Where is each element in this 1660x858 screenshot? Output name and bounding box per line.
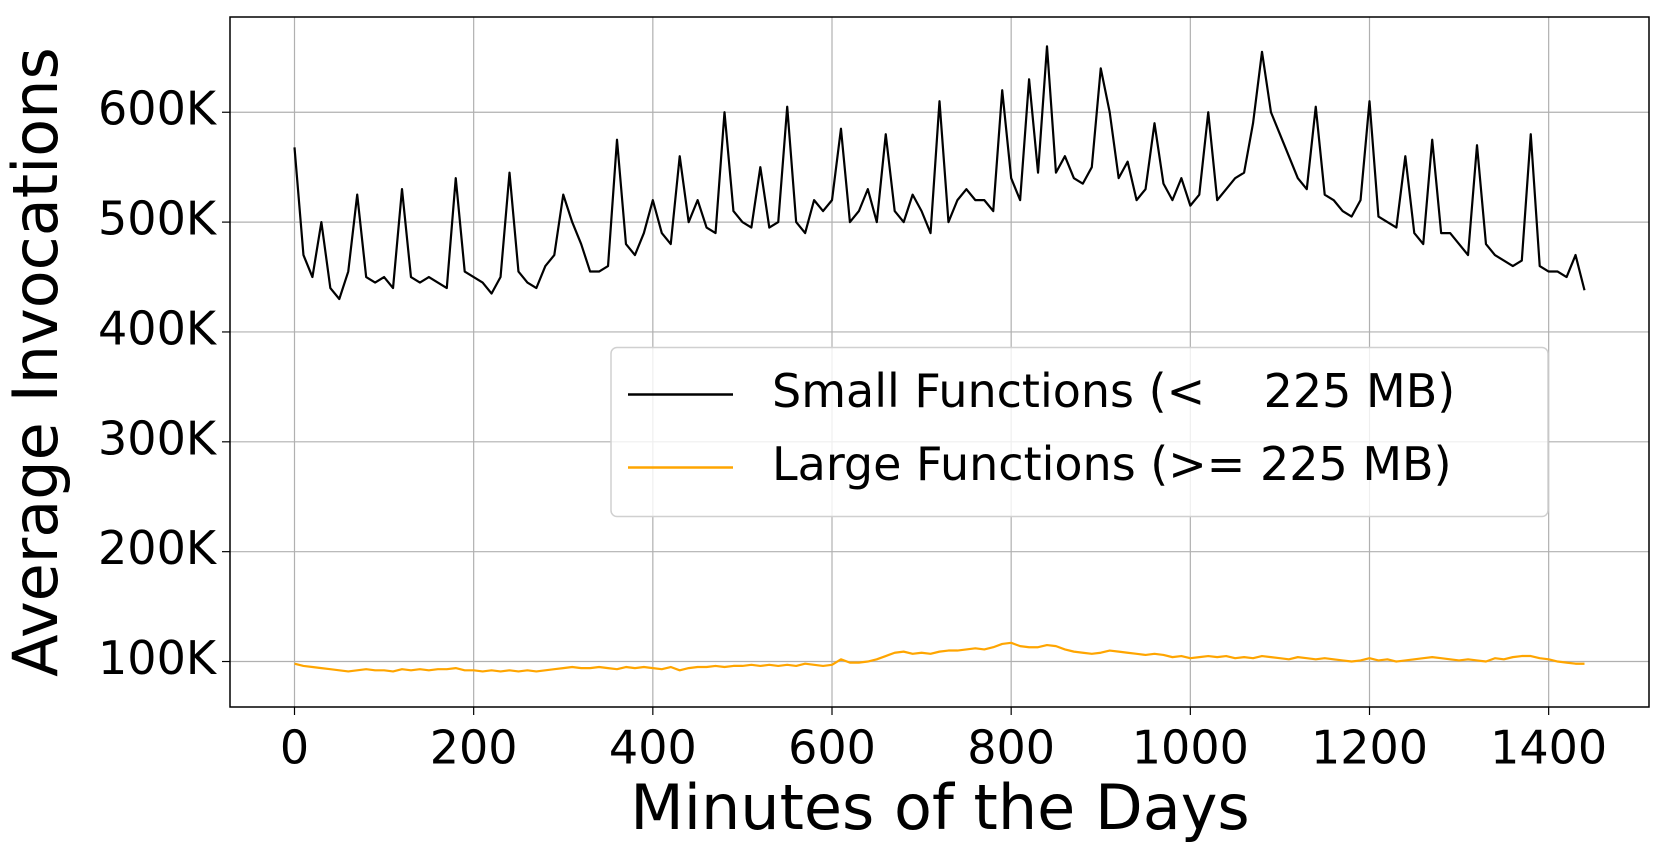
series-line [293, 45, 1586, 301]
x-tick-label: 1400 [1490, 721, 1607, 775]
x-tick-label: 0 [280, 721, 309, 775]
y-tick-label: 600K [98, 82, 218, 136]
y-tick-label: 300K [98, 411, 218, 465]
y-tick-label: 400K [98, 301, 218, 355]
y-tick-label: 100K [98, 631, 218, 685]
y-tick-label: 500K [98, 192, 218, 246]
plot-frame [229, 16, 1650, 708]
x-tick-label: 600 [788, 721, 876, 775]
legend: Small Functions (< 225 MB) Large Function… [610, 346, 1549, 518]
y-axis-label: Average Invocations [0, 47, 72, 677]
legend-box [610, 346, 1549, 518]
x-axis-label: Minutes of the Days [630, 771, 1249, 844]
x-tick-label: 400 [609, 721, 697, 775]
x-tick-label: 1200 [1311, 721, 1428, 775]
legend-label: Small Functions (< 225 MB) [772, 364, 1455, 418]
series-line [294, 641, 1585, 673]
legend-label: Large Functions (>= 225 MB) [772, 437, 1452, 491]
x-tick-label: 800 [967, 721, 1055, 775]
x-tick-label: 200 [430, 721, 518, 775]
x-tick-label: 1000 [1132, 721, 1249, 775]
y-tick-label: 200K [98, 521, 218, 575]
